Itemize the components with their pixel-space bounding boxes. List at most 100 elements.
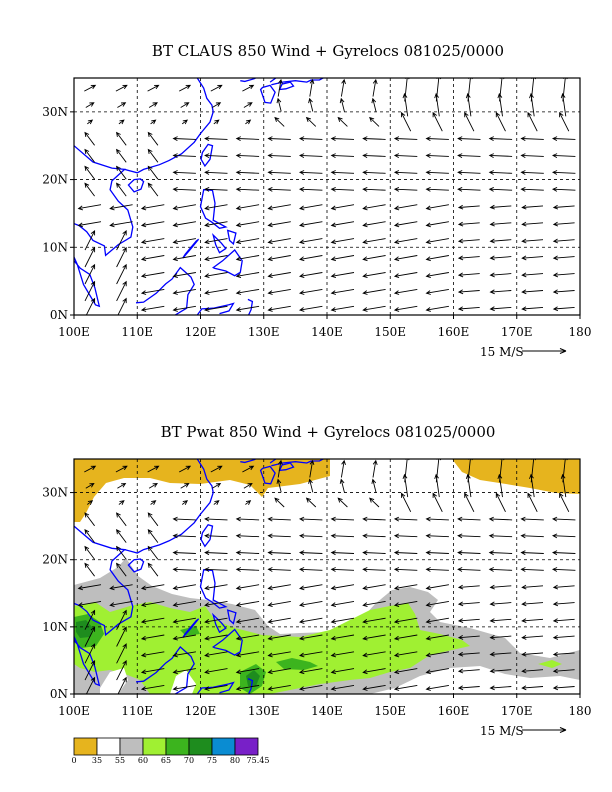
wind-arrow <box>178 465 192 473</box>
wind-arrow <box>362 288 386 295</box>
wind-arrow <box>172 533 196 539</box>
wind-arrow <box>362 684 386 691</box>
wind-arrow <box>457 635 480 640</box>
wind-arrow <box>213 500 220 505</box>
coast-taiwan <box>200 524 214 548</box>
colorbar-swatch <box>188 737 213 756</box>
wind-arrow <box>84 148 95 163</box>
wind-arrow <box>330 221 355 228</box>
wind-arrow <box>371 478 377 493</box>
wind-arrow <box>425 288 449 295</box>
wind-arrow <box>172 136 196 141</box>
panel-2-x-ticks: 100E 110E 120E 130E 140E 150E 160E 170E 180 <box>58 694 591 718</box>
panel-1-x-ticks: 100E 110E 120E 130E 140E 150E 160E 170E 180 <box>58 315 591 339</box>
x-tick-label: 130E <box>248 325 280 339</box>
wind-arrow <box>204 533 228 539</box>
wind-arrow <box>148 102 158 108</box>
wind-arrow <box>140 651 165 658</box>
wind-arrow <box>117 482 127 489</box>
wind-arrow <box>425 238 449 245</box>
wind-arrow <box>140 221 165 228</box>
wind-arrow <box>393 533 418 539</box>
wind-arrow <box>276 97 282 112</box>
wind-arrow <box>213 119 220 125</box>
wind-arrow <box>84 643 96 664</box>
wind-arrow <box>276 478 282 493</box>
wind-arrow <box>401 111 412 132</box>
wind-arrow <box>393 668 418 675</box>
wind-arrow <box>393 651 418 658</box>
coast-halmahera <box>247 678 254 694</box>
wind-arrow <box>172 204 196 211</box>
wind-arrow <box>235 221 260 228</box>
x-tick-label: 150E <box>374 704 406 718</box>
wind-arrow <box>369 116 380 127</box>
wind-arrow <box>464 111 475 132</box>
coast-korea <box>240 459 257 464</box>
x-tick-label: 150E <box>374 325 406 339</box>
wind-arrow <box>330 288 355 295</box>
wind-arrow <box>150 119 157 125</box>
wind-arrow <box>140 617 165 624</box>
wind-arrow <box>340 459 346 478</box>
wind-arrow <box>84 545 95 560</box>
wind-arrow <box>299 584 323 591</box>
wind-arrow <box>172 567 196 572</box>
wind-arrow <box>77 221 102 228</box>
wind-arrow <box>172 221 196 228</box>
wind-arrow <box>267 533 291 539</box>
wind-arrow <box>457 516 481 522</box>
wind-arrow <box>497 473 503 498</box>
coast-kyushu <box>259 84 276 104</box>
wind-arrow <box>520 170 544 175</box>
wind-arrow <box>77 584 102 591</box>
pwat-green-mid <box>276 658 318 670</box>
wind-arrow <box>362 186 386 192</box>
wind-arrow <box>267 651 291 658</box>
wind-arrow <box>116 626 127 647</box>
wind-arrow <box>172 668 196 675</box>
colorbar-swatch <box>142 737 167 756</box>
wind-arrow <box>495 492 506 513</box>
wind-arrow <box>267 153 291 158</box>
coast-borneo <box>135 266 195 315</box>
x-tick-label: 100E <box>58 325 90 339</box>
wind-arrow <box>330 516 355 522</box>
wind-arrow <box>84 528 95 543</box>
wind-arrow <box>172 186 196 192</box>
wind-arrow <box>84 562 95 577</box>
wind-arrow <box>330 634 355 641</box>
wind-arrow <box>551 136 576 141</box>
coast-malay <box>74 223 101 308</box>
wind-arrow <box>425 584 449 591</box>
wind-arrow <box>425 668 449 675</box>
wind-arrow <box>551 153 576 158</box>
wind-arrow <box>235 533 260 539</box>
wind-arrow <box>425 136 449 141</box>
wind-arrow <box>425 634 449 641</box>
coast-honshu-s <box>271 459 325 467</box>
wind-arrow <box>85 102 95 108</box>
wind-arrow <box>298 550 323 556</box>
wind-arrow <box>298 567 323 572</box>
wind-arrow <box>489 584 512 590</box>
wind-arrow <box>147 148 159 163</box>
wind-arrow <box>393 255 418 262</box>
wind-arrow <box>147 182 159 197</box>
wind-arrow <box>109 584 133 591</box>
wind-arrow <box>552 618 575 624</box>
wind-arrow <box>298 516 323 522</box>
wind-arrow <box>235 634 260 641</box>
panel-2-coastlines <box>74 459 325 694</box>
wind-arrow <box>116 643 127 664</box>
wind-arrow <box>559 111 570 132</box>
y-tick-label: 30N <box>42 486 68 500</box>
colorbar-label: 75.45 <box>247 756 270 765</box>
wind-arrow <box>402 92 409 117</box>
wind-arrow <box>299 617 323 624</box>
wind-arrow <box>425 651 449 658</box>
wind-arrow <box>84 280 96 302</box>
wind-arrow <box>551 567 576 572</box>
wind-arrow <box>495 111 506 132</box>
wind-arrow <box>87 500 94 505</box>
